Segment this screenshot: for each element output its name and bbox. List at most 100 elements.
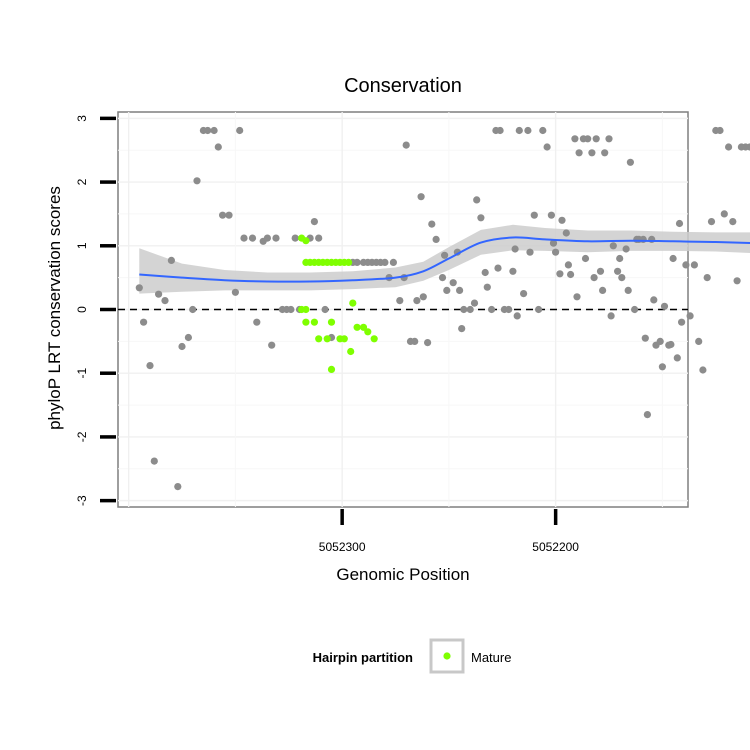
other-point-95	[626, 158, 635, 166]
other-point-110	[564, 261, 573, 269]
other-point-66	[496, 126, 504, 135]
other-point-51	[417, 193, 425, 201]
other-point-59	[460, 305, 468, 314]
other-point-119	[641, 334, 649, 342]
other-point-134	[494, 264, 502, 272]
mature-point-19	[353, 323, 361, 331]
other-point-13	[204, 126, 212, 135]
other-point-56	[443, 286, 451, 294]
other-point-107	[678, 318, 686, 326]
mature-point-22	[315, 335, 323, 343]
other-point-117	[624, 286, 632, 294]
other-point-96	[631, 305, 639, 314]
other-point-48	[402, 141, 410, 149]
other-point-0	[135, 284, 143, 292]
other-point-3	[150, 457, 158, 465]
other-point-10	[729, 218, 737, 226]
other-point-90	[605, 135, 613, 143]
other-point-29	[287, 305, 295, 314]
other-point-0	[686, 312, 694, 320]
other-point-19	[236, 126, 244, 135]
other-point-76	[543, 143, 551, 151]
other-point-83	[575, 149, 583, 157]
smooth-curve	[139, 236, 750, 283]
other-point-64	[488, 305, 496, 314]
other-point-91	[609, 242, 617, 250]
other-point-47	[396, 297, 404, 305]
mature-point-13	[349, 299, 357, 307]
other-point-98	[639, 235, 647, 243]
mature-point-25	[340, 335, 348, 343]
other-point-14	[746, 143, 750, 151]
other-point-81	[567, 270, 575, 279]
other-point-14	[210, 126, 218, 135]
other-point-75	[539, 126, 547, 135]
other-point-68	[505, 305, 513, 314]
other-point-111	[573, 293, 581, 301]
other-point-103	[660, 302, 669, 310]
y-tick-label-0: -3	[75, 495, 89, 506]
other-point-118	[633, 235, 641, 243]
other-point-18	[231, 288, 239, 296]
points-other	[135, 126, 750, 491]
other-point-112	[581, 254, 590, 263]
other-point-6	[167, 256, 175, 264]
mature-point-23	[323, 335, 331, 343]
other-point-80	[562, 229, 570, 237]
other-point-130	[411, 337, 419, 345]
legend-title: Hairpin partition	[313, 650, 413, 665]
other-point-52	[424, 339, 432, 347]
y-axis-label: phyloP LRT conservation scores	[45, 186, 64, 430]
y-axis: -3 -2 -1 0 1 2 3	[75, 115, 116, 506]
legend-mature-marker	[443, 652, 451, 660]
other-point-57	[449, 279, 457, 287]
other-point-94	[622, 245, 630, 253]
other-point-21	[248, 234, 257, 242]
other-point-38	[353, 258, 361, 266]
other-point-20	[240, 234, 248, 242]
mature-point-27	[347, 347, 355, 356]
other-point-8	[178, 342, 186, 351]
other-point-92	[614, 267, 622, 275]
points-mature	[298, 234, 378, 373]
other-point-121	[658, 363, 667, 371]
other-point-2	[695, 337, 703, 345]
other-point-105	[669, 254, 677, 263]
other-point-46	[389, 258, 397, 266]
other-point-82	[571, 135, 579, 143]
other-point-78	[552, 248, 560, 256]
other-point-22	[253, 318, 261, 326]
x-axis: 5052300 5052200	[319, 509, 579, 554]
other-point-4	[703, 274, 711, 282]
other-point-86	[588, 149, 596, 157]
other-point-88	[596, 267, 605, 275]
mature-point-15	[302, 305, 310, 314]
other-point-133	[470, 299, 479, 307]
other-point-114	[599, 286, 607, 294]
smooth-line	[139, 236, 750, 283]
mature-point-28	[327, 365, 336, 373]
other-point-15	[214, 143, 222, 151]
other-point-70	[515, 126, 523, 135]
other-point-106	[673, 354, 681, 362]
mature-point-26	[370, 335, 378, 343]
other-point-8	[720, 210, 728, 218]
other-point-135	[513, 312, 521, 320]
y-tick-label-6: 3	[75, 115, 89, 122]
other-point-9	[725, 143, 733, 151]
other-point-26	[272, 234, 280, 242]
other-point-53	[428, 220, 436, 228]
other-point-128	[441, 251, 449, 259]
other-point-129	[419, 293, 427, 301]
other-point-3	[699, 366, 707, 374]
other-point-109	[556, 270, 564, 278]
other-point-89	[601, 149, 609, 157]
mature-point-16	[302, 318, 310, 326]
other-point-124	[682, 261, 690, 269]
other-point-44	[381, 258, 389, 266]
x-tick-label-1: 5052200	[532, 540, 579, 554]
other-point-122	[667, 340, 675, 349]
other-point-5	[707, 218, 716, 226]
other-point-115	[607, 312, 615, 320]
